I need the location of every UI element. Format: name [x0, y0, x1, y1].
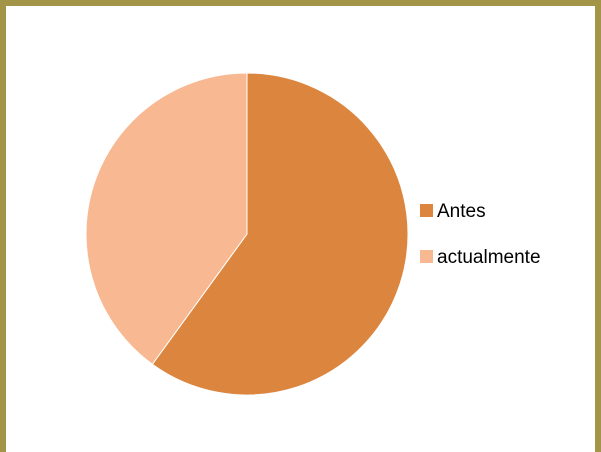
legend-swatch-actualmente	[420, 250, 433, 263]
pie-slices	[85, 72, 409, 396]
legend-label-actualmente: actualmente	[437, 247, 541, 268]
legend-swatch-antes	[420, 204, 433, 217]
legend: Antes actualmente	[420, 201, 541, 268]
pie-slice-antes	[151, 72, 409, 396]
legend-label-antes: Antes	[437, 201, 486, 222]
pie-slice-actualmente	[85, 72, 248, 365]
